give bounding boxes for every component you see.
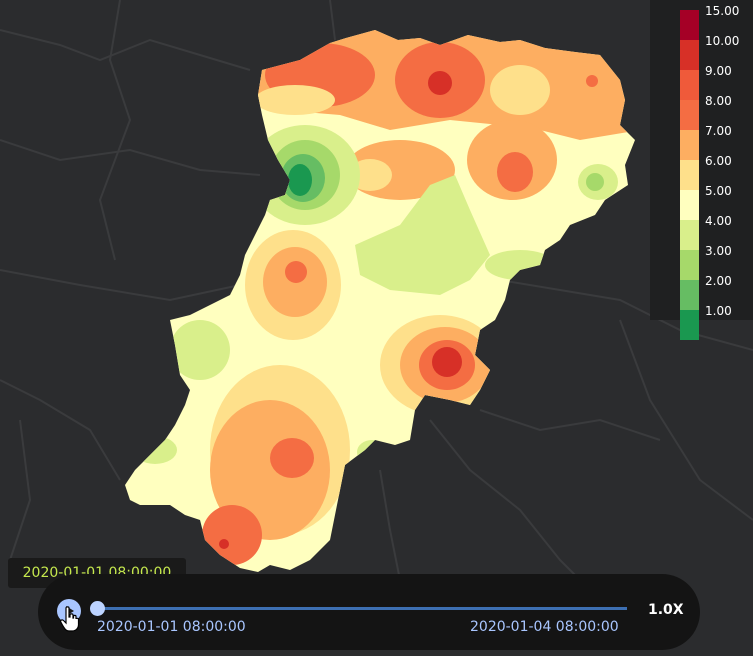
legend-label: 1.00 bbox=[705, 304, 732, 318]
legend-swatch bbox=[680, 40, 699, 70]
heatmap-surface bbox=[125, 30, 635, 572]
start-time-label: 2020-01-01 08:00:00 bbox=[97, 619, 246, 635]
legend-label: 5.00 bbox=[705, 184, 732, 198]
time-player-bar bbox=[38, 574, 700, 650]
legend-swatch bbox=[680, 220, 699, 250]
legend-swatch bbox=[680, 310, 699, 340]
legend-label: 4.00 bbox=[705, 214, 732, 228]
legend-swatch bbox=[680, 100, 699, 130]
legend-label: 2.00 bbox=[705, 274, 732, 288]
legend-swatch bbox=[680, 70, 699, 100]
legend-label: 7.00 bbox=[705, 124, 732, 138]
end-time-label: 2020-01-04 08:00:00 bbox=[470, 619, 619, 635]
playback-speed-button[interactable]: 1.0X bbox=[648, 602, 684, 618]
color-legend: 15.00 10.00 9.00 8.00 7.00 6.00 5.00 4.00 3.00 2.… bbox=[650, 0, 753, 340]
legend-swatch bbox=[680, 280, 699, 310]
legend-swatch bbox=[680, 250, 699, 280]
legend-swatch bbox=[680, 10, 699, 40]
legend-label: 6.00 bbox=[705, 154, 732, 168]
legend-label: 10.00 bbox=[705, 34, 740, 48]
legend-label: 15.00 bbox=[705, 4, 740, 18]
legend-swatch bbox=[680, 160, 699, 190]
time-slider-handle[interactable] bbox=[90, 601, 105, 616]
legend-swatch bbox=[680, 130, 699, 160]
hand-cursor-icon bbox=[60, 606, 80, 632]
legend-swatch bbox=[680, 190, 699, 220]
road-lines bbox=[0, 0, 753, 601]
legend-label: 9.00 bbox=[705, 64, 732, 78]
legend-label: 8.00 bbox=[705, 94, 732, 108]
time-slider-track[interactable] bbox=[97, 607, 627, 610]
legend-label: 3.00 bbox=[705, 244, 732, 258]
